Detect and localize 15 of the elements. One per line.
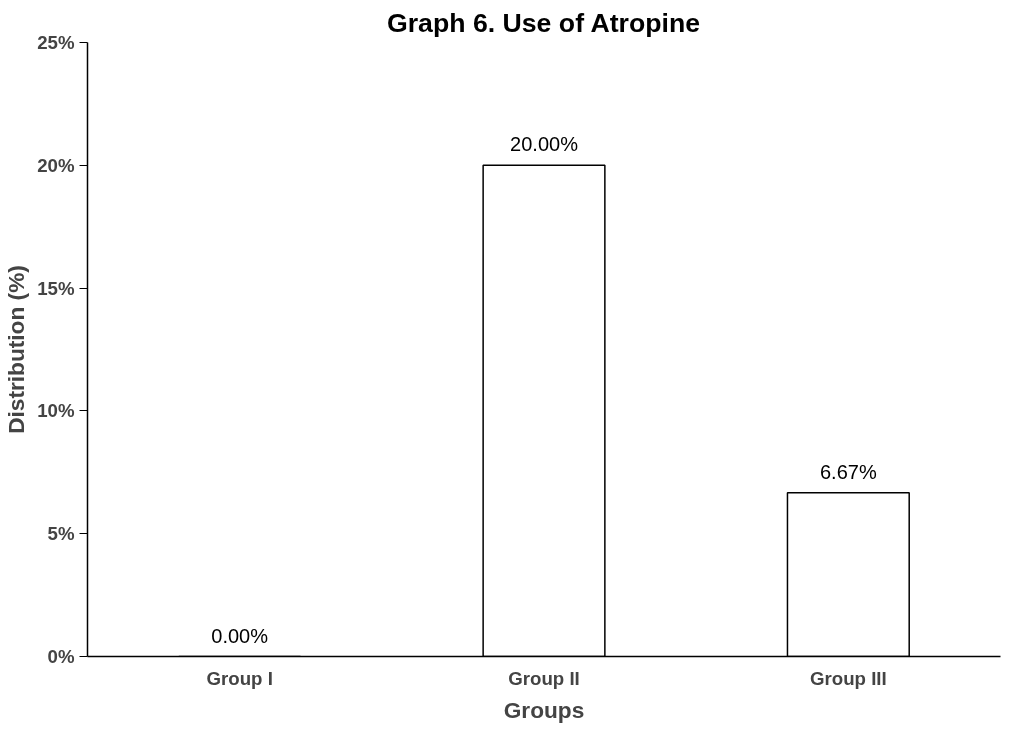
y-tick-label: 0% [47,646,75,667]
data-label: 6.67% [819,460,877,483]
chart-title: Graph 6. Use of Atropine [387,7,701,38]
x-axis-title: Groups [503,696,585,723]
data-label: 0.00% [211,624,269,647]
y-axis-title: Distribution (%) [3,265,30,434]
x-tick-label: Group I [206,667,273,689]
y-tick-label: 25% [37,32,75,53]
y-tick-label: 20% [37,154,75,176]
y-tick-label: 10% [37,400,75,422]
data-label: 20.00% [510,133,579,156]
y-tick-label: 5% [47,523,75,545]
x-tick-label: Group III [809,667,887,689]
y-tick-label: 15% [37,277,75,299]
x-tick-label: Group II [508,667,580,689]
